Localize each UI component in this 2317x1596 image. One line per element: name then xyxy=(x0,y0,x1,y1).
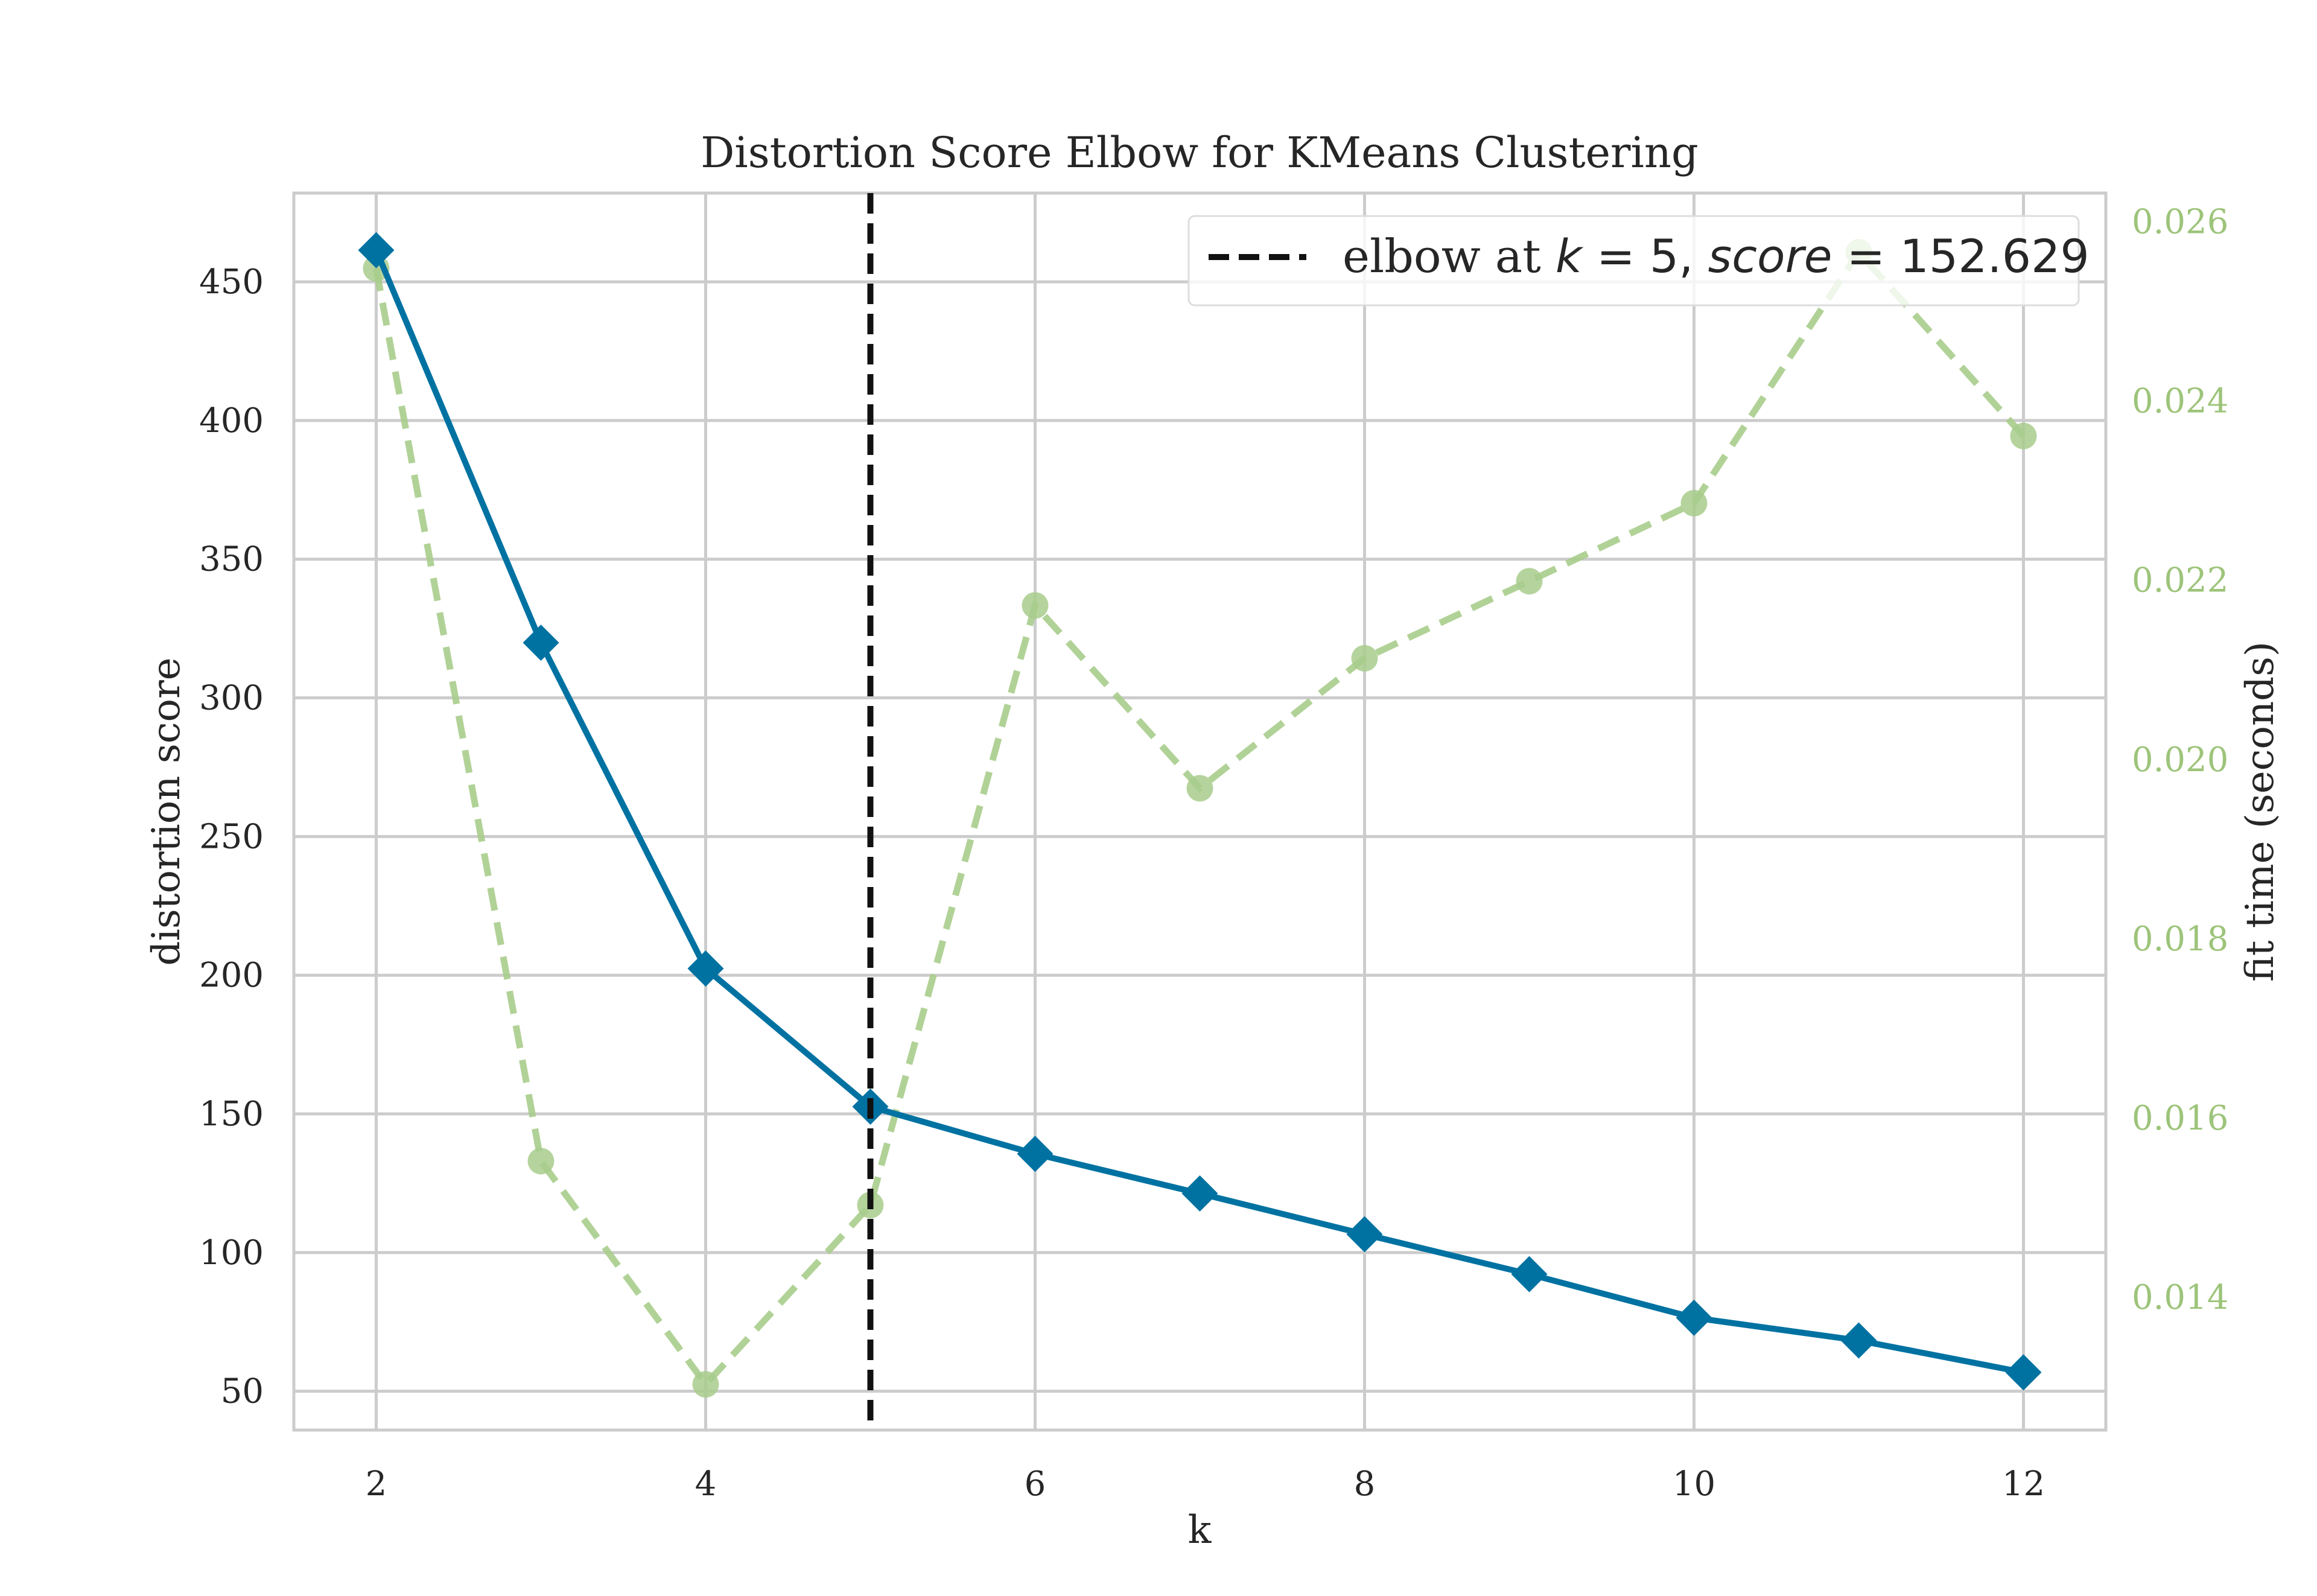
y-tick-label: 50 xyxy=(221,1372,264,1411)
y-tick-label: 150 xyxy=(199,1095,264,1134)
y2-tick-label: 0.024 xyxy=(2132,382,2228,421)
plot-frame xyxy=(292,191,2108,1432)
legend-box xyxy=(1187,215,2080,307)
y-tick-label: 300 xyxy=(199,679,264,718)
legend-label-score-value: = 152.629 xyxy=(1832,229,2090,283)
series-layer xyxy=(358,193,2042,1430)
distortion-point xyxy=(1840,1322,1877,1359)
fit-time-line xyxy=(373,247,2026,1390)
fit-time-point xyxy=(1516,568,1543,595)
fit-time-point xyxy=(2010,422,2037,450)
y2-tick-label: 0.014 xyxy=(2132,1278,2228,1317)
y2-tick-label: 0.020 xyxy=(2132,740,2228,780)
distortion-point xyxy=(2005,1354,2042,1391)
legend-label-prefix: elbow at xyxy=(1343,229,1556,283)
distortion-point xyxy=(358,232,395,269)
x-tick-label: 12 xyxy=(2002,1464,2045,1504)
legend-label-k: k xyxy=(1556,229,1584,283)
y-tick-label: 100 xyxy=(199,1233,264,1273)
distortion-point xyxy=(1676,1299,1712,1336)
fit-time-point xyxy=(527,1148,555,1175)
y2-tick-label: 0.022 xyxy=(2132,561,2228,600)
x-tick-label: 4 xyxy=(695,1464,717,1504)
y2-tick-label: 0.026 xyxy=(2132,203,2228,242)
legend-label-score: score xyxy=(1708,229,1832,283)
distortion-point xyxy=(1346,1216,1383,1253)
legend: elbow at k = 5, score = 152.629 xyxy=(1187,215,2090,307)
tick-layer: 2 4 6 8 10 12 50 100 150 200 250 300 350 400 450 0.014 0… xyxy=(199,203,2228,1504)
y-tick-label: 450 xyxy=(199,262,264,302)
legend-label-k-value: = 5, xyxy=(1582,229,1708,283)
distortion-point xyxy=(1511,1256,1548,1292)
y-tick-label: 200 xyxy=(199,956,264,995)
y2-tick-label: 0.018 xyxy=(2132,920,2228,959)
fit-time-point xyxy=(1351,644,1378,672)
x-tick-label: 10 xyxy=(1673,1464,1715,1504)
y2-axis-title: fit time (seconds) xyxy=(2238,641,2283,982)
legend-label: elbow at k = 5, score = 152.629 xyxy=(1343,229,2090,283)
y2-tick-label: 0.016 xyxy=(2132,1099,2228,1138)
y-tick-label: 250 xyxy=(199,817,264,856)
x-tick-label: 8 xyxy=(1354,1464,1376,1504)
x-axis-title: k xyxy=(1188,1508,1212,1553)
distortion-point xyxy=(1181,1175,1218,1212)
distortion-point xyxy=(687,950,724,987)
y-tick-label: 400 xyxy=(199,401,264,440)
y-tick-label: 350 xyxy=(199,540,264,579)
fit-time-point xyxy=(1186,775,1213,802)
fit-time-point xyxy=(692,1371,719,1398)
chart-title: Distortion Score Elbow for KMeans Cluste… xyxy=(701,128,1699,177)
distortion-point xyxy=(1017,1136,1054,1172)
y-axis-title: distortion score xyxy=(144,657,189,965)
x-tick-label: 2 xyxy=(366,1464,387,1504)
distortion-point xyxy=(523,625,559,661)
grid-layer xyxy=(294,193,2106,1430)
fit-time-point xyxy=(1022,592,1049,619)
x-tick-label: 6 xyxy=(1025,1464,1046,1504)
fit-time-point xyxy=(1680,489,1708,517)
